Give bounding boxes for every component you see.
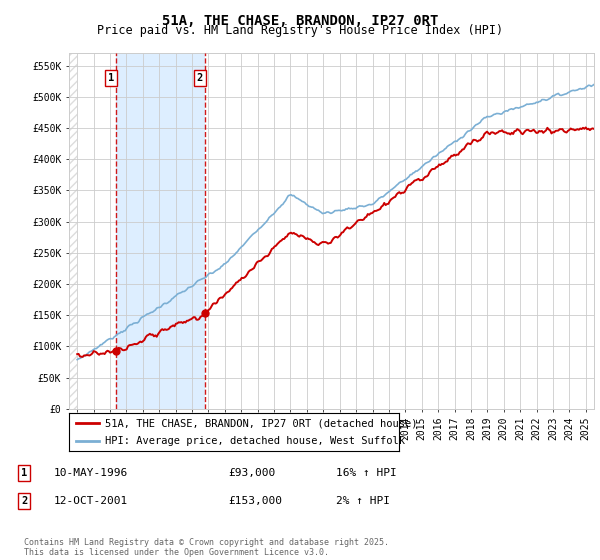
Text: 51A, THE CHASE, BRANDON, IP27 0RT (detached house): 51A, THE CHASE, BRANDON, IP27 0RT (detac… — [106, 418, 418, 428]
Text: 16% ↑ HPI: 16% ↑ HPI — [336, 468, 397, 478]
Text: 51A, THE CHASE, BRANDON, IP27 0RT: 51A, THE CHASE, BRANDON, IP27 0RT — [162, 14, 438, 28]
Text: £153,000: £153,000 — [228, 496, 282, 506]
Text: 2: 2 — [21, 496, 27, 506]
Bar — [116, 53, 205, 409]
Text: Price paid vs. HM Land Registry's House Price Index (HPI): Price paid vs. HM Land Registry's House … — [97, 24, 503, 37]
Text: 2: 2 — [197, 73, 203, 83]
Text: HPI: Average price, detached house, West Suffolk: HPI: Average price, detached house, West… — [106, 436, 406, 446]
Text: Contains HM Land Registry data © Crown copyright and database right 2025.
This d: Contains HM Land Registry data © Crown c… — [24, 538, 389, 557]
Text: 1: 1 — [108, 73, 114, 83]
Text: 12-OCT-2001: 12-OCT-2001 — [54, 496, 128, 506]
Text: 2% ↑ HPI: 2% ↑ HPI — [336, 496, 390, 506]
Text: 10-MAY-1996: 10-MAY-1996 — [54, 468, 128, 478]
Text: £93,000: £93,000 — [228, 468, 275, 478]
Polygon shape — [69, 53, 77, 409]
Text: 1: 1 — [21, 468, 27, 478]
